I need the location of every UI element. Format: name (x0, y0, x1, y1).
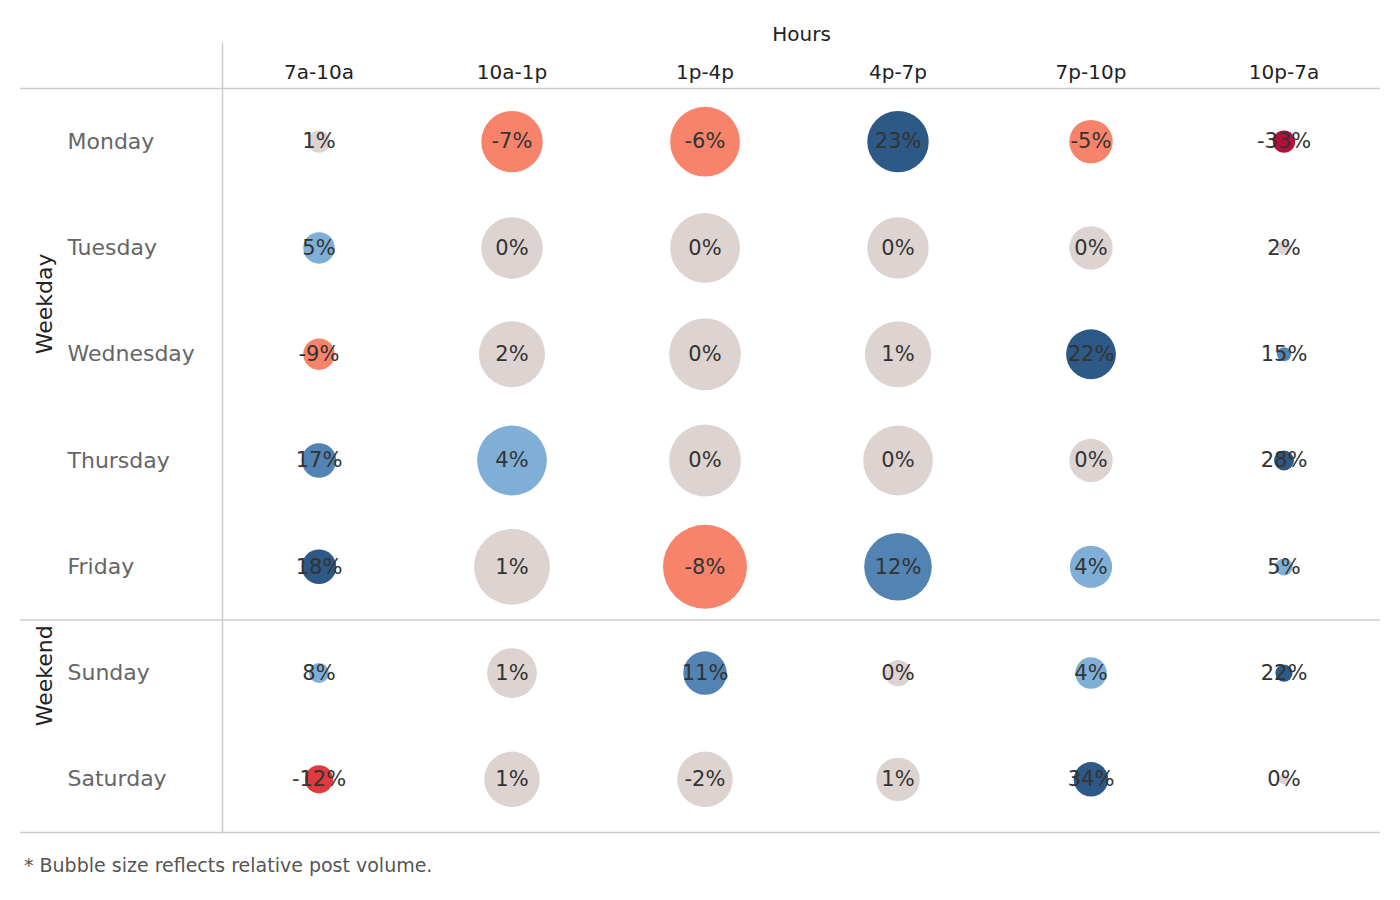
svg-text:34%: 34% (1068, 767, 1115, 791)
svg-text:Weekend: Weekend (32, 625, 57, 726)
svg-text:Saturday: Saturday (68, 766, 167, 791)
svg-text:0%: 0% (881, 448, 914, 472)
svg-text:22%: 22% (1261, 661, 1308, 685)
svg-text:17%: 17% (296, 448, 343, 472)
svg-text:-12%: -12% (292, 767, 346, 791)
svg-text:2%: 2% (495, 342, 528, 366)
svg-text:-5%: -5% (1071, 129, 1112, 153)
svg-text:Monday: Monday (68, 129, 155, 154)
svg-text:15%: 15% (1261, 342, 1308, 366)
svg-text:1%: 1% (495, 661, 528, 685)
svg-text:Hours: Hours (772, 22, 831, 46)
svg-text:0%: 0% (1074, 236, 1107, 260)
svg-text:18%: 18% (296, 555, 343, 579)
svg-text:Sunday: Sunday (68, 660, 150, 685)
svg-text:Weekday: Weekday (32, 253, 57, 354)
svg-text:-9%: -9% (299, 342, 340, 366)
svg-text:4%: 4% (495, 448, 528, 472)
svg-text:0%: 0% (1267, 767, 1300, 791)
html-text:* Bubble size reflects relativ: * Bubble size reflects relative post vol… (24, 854, 433, 876)
svg-text:8%: 8% (302, 661, 335, 685)
svg-text:4%: 4% (1074, 661, 1107, 685)
svg-text:1%: 1% (495, 555, 528, 579)
svg-text:0%: 0% (688, 448, 721, 472)
svg-text:-6%: -6% (685, 129, 726, 153)
svg-text:0%: 0% (881, 661, 914, 685)
svg-text:5%: 5% (302, 236, 335, 260)
svg-text:1%: 1% (881, 767, 914, 791)
svg-text:4p-7p: 4p-7p (869, 60, 927, 84)
svg-text:Wednesday: Wednesday (68, 341, 195, 366)
svg-text:28%: 28% (1261, 448, 1308, 472)
svg-text:-8%: -8% (685, 555, 726, 579)
svg-text:10p-7a: 10p-7a (1249, 60, 1319, 84)
svg-text:0%: 0% (881, 236, 914, 260)
svg-text:-2%: -2% (685, 767, 726, 791)
svg-text:Thursday: Thursday (67, 448, 170, 473)
svg-text:Friday: Friday (68, 554, 135, 579)
svg-text:-7%: -7% (492, 129, 533, 153)
svg-text:1%: 1% (495, 767, 528, 791)
svg-text:7p-10p: 7p-10p (1056, 60, 1127, 84)
svg-text:2%: 2% (1267, 236, 1300, 260)
svg-text:0%: 0% (688, 342, 721, 366)
svg-text:7a-10a: 7a-10a (284, 60, 354, 84)
svg-text:23%: 23% (875, 129, 922, 153)
svg-text:Tuesday: Tuesday (67, 235, 158, 260)
svg-text:1%: 1% (302, 129, 335, 153)
svg-text:0%: 0% (1074, 448, 1107, 472)
svg-text:5%: 5% (1267, 555, 1300, 579)
svg-text:0%: 0% (688, 236, 721, 260)
svg-text:12%: 12% (875, 555, 922, 579)
svg-text:1p-4p: 1p-4p (676, 60, 734, 84)
svg-text:10a-1p: 10a-1p (477, 60, 547, 84)
svg-text:-33%: -33% (1257, 129, 1311, 153)
svg-text:1%: 1% (881, 342, 914, 366)
svg-text:11%: 11% (682, 661, 729, 685)
svg-text:0%: 0% (495, 236, 528, 260)
svg-text:4%: 4% (1074, 555, 1107, 579)
svg-text:22%: 22% (1068, 342, 1115, 366)
